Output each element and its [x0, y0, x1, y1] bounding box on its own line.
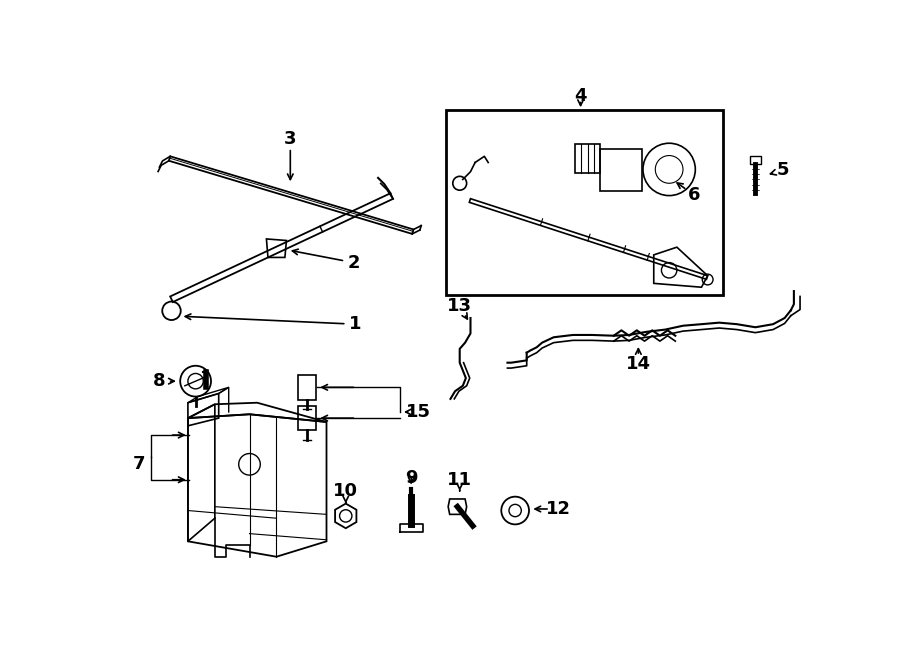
Bar	[298, 375, 317, 400]
Text: 15: 15	[407, 403, 431, 421]
Text: 13: 13	[447, 297, 473, 315]
Text: 9: 9	[405, 469, 418, 487]
Bar	[599, 149, 643, 191]
Bar	[575, 144, 599, 173]
Text: 3: 3	[284, 130, 297, 148]
Text: 5: 5	[777, 161, 789, 179]
Bar	[446, 110, 723, 295]
Text: 8: 8	[153, 372, 166, 390]
Bar	[750, 156, 760, 164]
Text: 4: 4	[574, 87, 587, 105]
Text: 6: 6	[688, 186, 700, 204]
Text: 11: 11	[447, 471, 473, 488]
Text: 14: 14	[626, 355, 651, 373]
Text: 12: 12	[545, 500, 571, 518]
Text: 10: 10	[333, 483, 358, 500]
Text: 7: 7	[133, 455, 146, 473]
Bar	[298, 406, 317, 430]
Text: 1: 1	[348, 315, 361, 333]
Text: 2: 2	[347, 254, 360, 272]
